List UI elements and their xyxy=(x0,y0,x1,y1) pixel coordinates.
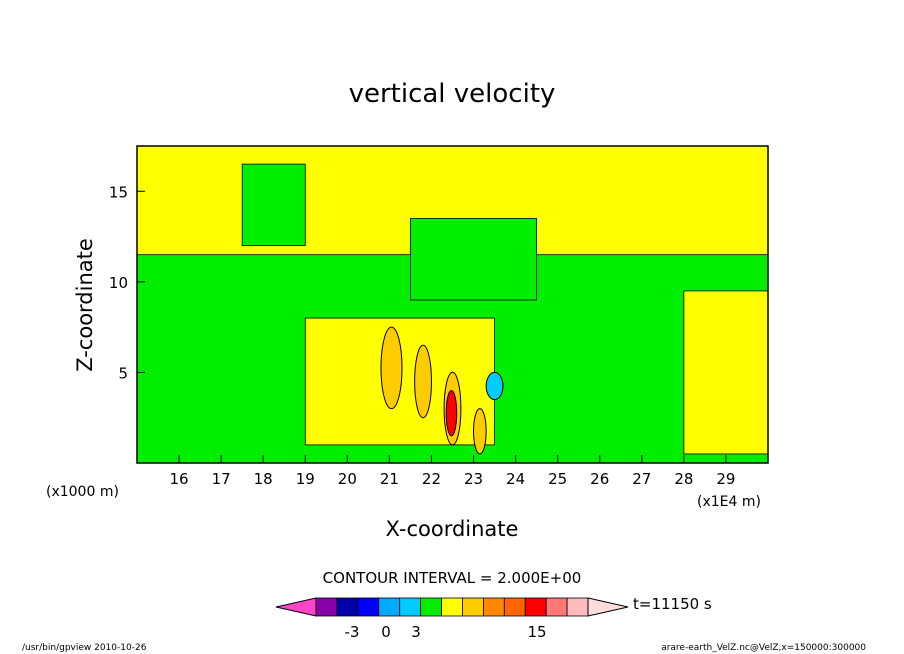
colorbar-label: -3 xyxy=(345,623,360,641)
colorbar-label: 15 xyxy=(527,623,546,641)
colorbar-segment xyxy=(399,597,422,617)
x-tick-label: 17 xyxy=(212,470,231,488)
colorbar-segment xyxy=(420,597,442,617)
plot-frame xyxy=(136,145,769,464)
x-axis-ticks: 16 17 18 19 20 21 22 23 24 25 26 27 28 29 xyxy=(170,455,735,488)
contour-region-green xyxy=(241,163,306,247)
colorbar-segment xyxy=(482,597,505,617)
y-tick-label: 10 xyxy=(109,274,128,292)
x-axis-label: X-coordinate xyxy=(386,517,519,541)
colorbar-segment xyxy=(357,597,380,617)
x-tick-label: 16 xyxy=(170,470,189,488)
x-tick-label: 20 xyxy=(338,470,357,488)
x-tick-label: 24 xyxy=(506,470,525,488)
time-label: t=11150 s xyxy=(633,595,712,613)
x-tick-label: 27 xyxy=(632,470,651,488)
colorbar-label: 3 xyxy=(411,623,421,641)
x-tick-label: 25 xyxy=(548,470,567,488)
x-tick-label: 22 xyxy=(422,470,441,488)
x-tick-label: 23 xyxy=(464,470,483,488)
colorbar: -3 0 3 15 xyxy=(275,597,629,641)
y-axis-ticks: 5 10 15 xyxy=(109,183,145,382)
contour-region-orange xyxy=(473,408,487,455)
colorbar-segment xyxy=(545,597,568,617)
contour-region-orange xyxy=(380,326,403,410)
x-unit-note: (x1E4 m) xyxy=(697,494,761,510)
x-tick-label: 26 xyxy=(590,470,609,488)
colorbar-right-arrow xyxy=(587,597,629,617)
colorbar-segment xyxy=(503,597,526,617)
y-axis-label: Z-coordinate xyxy=(73,238,97,372)
colorbar-segment xyxy=(336,597,359,617)
y-tick-label: 15 xyxy=(109,183,128,201)
colorbar-segment xyxy=(524,597,547,617)
colorbar-left-arrow xyxy=(275,597,317,617)
x-tick-label: 18 xyxy=(254,470,273,488)
chart-title: vertical velocity xyxy=(349,79,556,109)
footer-left: /usr/bin/gpview 2010-10-26 xyxy=(22,643,147,653)
x-tick-label: 28 xyxy=(674,470,693,488)
contour-region-orange xyxy=(414,344,432,419)
contour-region-green xyxy=(410,218,538,301)
colorbar-segment xyxy=(378,597,401,617)
footer-right: arare-earth_VelZ.nc@VelZ,x=150000:300000 xyxy=(661,643,866,653)
x-tick-label: 29 xyxy=(716,470,735,488)
x-tick-label: 19 xyxy=(296,470,315,488)
contour-region-yellow xyxy=(683,290,768,455)
y-unit-note: (x1000 m) xyxy=(46,484,119,500)
contour-region-red xyxy=(445,390,458,437)
colorbar-segment xyxy=(441,597,463,617)
heatmap-plot-area xyxy=(137,146,768,463)
contour-interval-label: CONTOUR INTERVAL = 2.000E+00 xyxy=(323,569,582,587)
x-tick-label: 21 xyxy=(380,470,399,488)
colorbar-segment xyxy=(462,597,484,617)
colorbar-label: 0 xyxy=(381,623,391,641)
y-tick-label: 5 xyxy=(118,364,128,382)
contour-region-blue xyxy=(485,371,504,401)
colorbar-segment xyxy=(566,597,589,617)
colorbar-segment xyxy=(315,597,338,617)
